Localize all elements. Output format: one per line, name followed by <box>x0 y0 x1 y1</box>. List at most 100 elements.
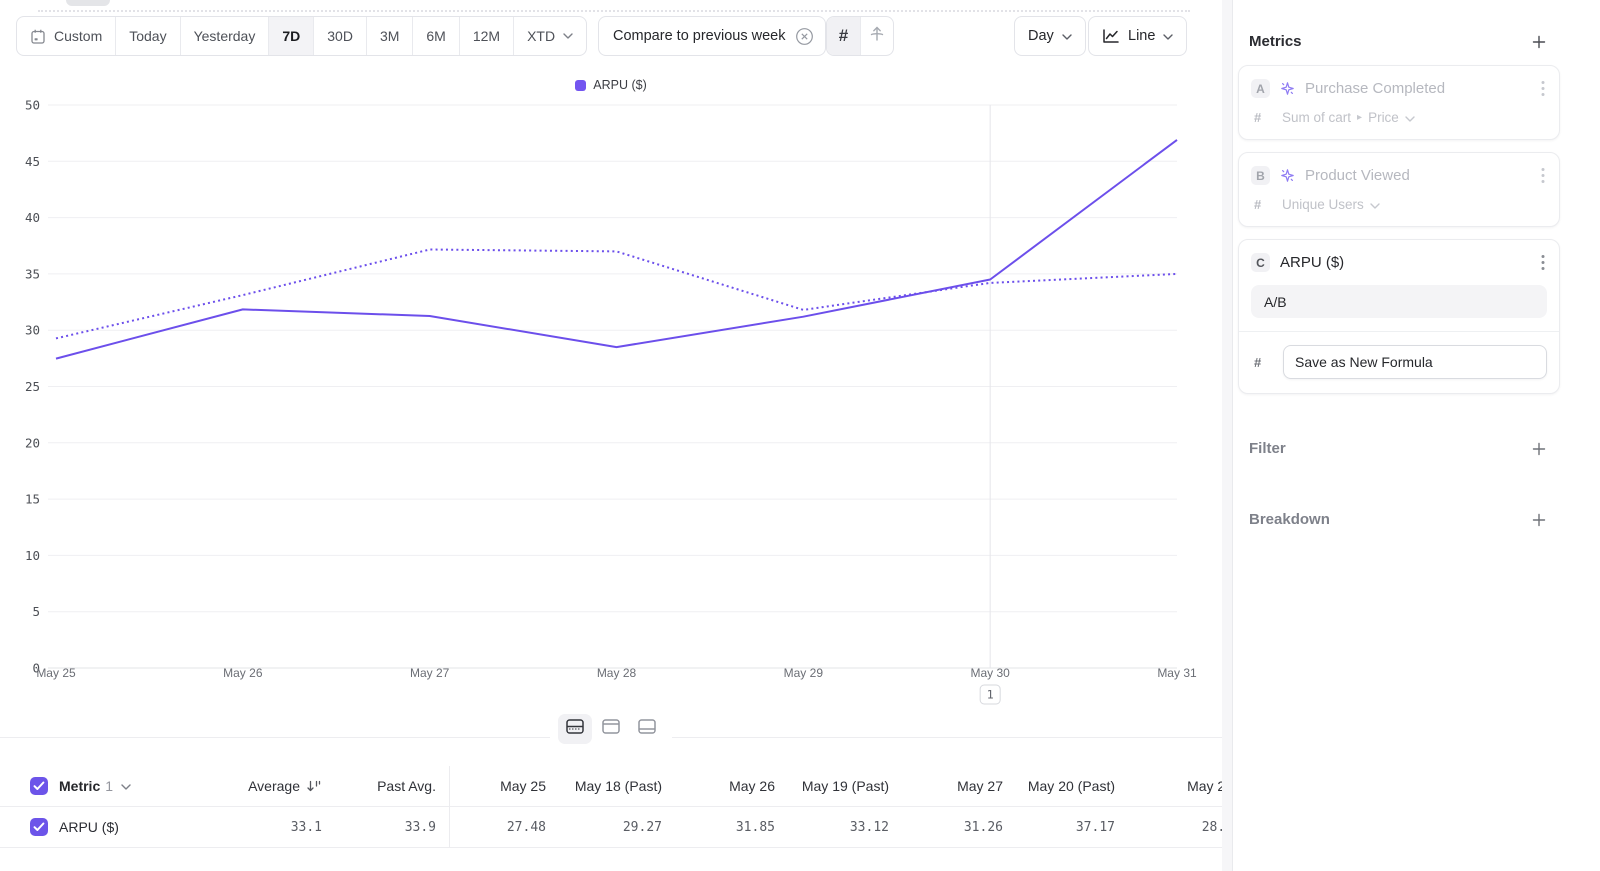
chart-view-button[interactable] <box>594 714 628 744</box>
select-all-checkbox[interactable] <box>30 777 48 795</box>
formula-input[interactable]: A/B <box>1251 285 1547 318</box>
breakdown-title: Breakdown <box>1249 511 1330 528</box>
column-header-past-avg[interactable]: Past Avg. <box>322 778 436 794</box>
y-axis-tick-label: 30 <box>25 323 40 338</box>
legend-label: ARPU ($) <box>593 78 647 92</box>
metric-options-kebab-icon[interactable] <box>1539 252 1547 273</box>
y-axis-tick-label: 5 <box>32 604 40 619</box>
split-view-button[interactable] <box>558 714 592 744</box>
measure-label: Unique Users <box>1282 197 1364 212</box>
gridlines-toggle-button[interactable]: # <box>827 17 860 55</box>
hash-icon: # <box>1254 354 1262 370</box>
series-line-previous-week[interactable] <box>55 248 1178 340</box>
add-breakdown-button[interactable] <box>1531 512 1547 528</box>
chart-view-icon <box>602 719 620 739</box>
annotation-marker-toggle-button[interactable] <box>860 17 893 55</box>
column-header-label: May 26 <box>729 778 775 794</box>
range-label: Today <box>129 28 167 44</box>
range-button-6m[interactable]: 6M <box>412 17 458 55</box>
save-as-new-formula-button[interactable]: Save as New Formula <box>1283 345 1547 379</box>
chart-panel: Custom Today Yesterday 7D 30D 3M 6M 12M XTD Comp… <box>0 0 1222 848</box>
chart-legend: ARPU ($) <box>0 78 1222 92</box>
table-value-cell: 27.48 <box>436 820 546 835</box>
table-value: 33.1 <box>290 819 322 835</box>
metric-card-a[interactable]: A Purchase Completed # Sum of cart ▸ Price <box>1238 65 1560 140</box>
range-label: Yesterday <box>193 28 256 44</box>
column-header-date[interactable]: May 26 <box>662 778 775 794</box>
line-chart-icon <box>1102 28 1120 44</box>
table-value-cell: 33.9 <box>322 820 436 835</box>
chevron-down-icon[interactable] <box>121 784 131 790</box>
column-header-date[interactable]: May 20 (Past) <box>1003 778 1115 794</box>
card-divider <box>1239 331 1559 332</box>
metric-options-kebab-icon[interactable] <box>1539 165 1547 186</box>
metric-options-kebab-icon[interactable] <box>1539 78 1547 99</box>
remove-compare-icon[interactable] <box>795 27 814 46</box>
table-view-button[interactable] <box>630 714 664 744</box>
column-header-date[interactable]: May 27 <box>889 778 1003 794</box>
x-axis-tick-label: May 26 <box>223 666 263 680</box>
x-axis-tick-label: May 30 <box>970 666 1010 680</box>
column-header-date[interactable]: May 18 (Past) <box>546 778 662 794</box>
annotation-badge[interactable]: 1 <box>979 684 1001 705</box>
series-line-current[interactable] <box>55 139 1178 360</box>
metric-card-c[interactable]: C ARPU ($) A/B # Save as New Formula <box>1238 239 1560 394</box>
range-button-12m[interactable]: 12M <box>458 17 513 55</box>
row-checkbox[interactable] <box>30 818 48 836</box>
add-metric-button[interactable] <box>1531 34 1547 50</box>
chevron-down-icon <box>1370 202 1380 209</box>
column-header-label: Past Avg. <box>377 778 436 794</box>
column-header-date[interactable]: May 28 <box>1115 778 1222 794</box>
column-header-average[interactable]: Average <box>230 778 322 794</box>
chart-type-dropdown[interactable]: Line <box>1088 16 1188 56</box>
table-value: 27.48 <box>506 819 546 835</box>
compare-chip[interactable]: Compare to previous week <box>598 16 827 56</box>
metric-measure-row: # Sum of cart ▸ Price <box>1251 110 1547 125</box>
range-button-7d[interactable]: 7D <box>268 17 314 55</box>
table-value: 33.9 <box>404 819 436 835</box>
granularity-dropdown[interactable]: Day <box>1014 16 1086 56</box>
table-value-cell: 31.26 <box>889 820 1003 835</box>
line-chart[interactable]: 0 5 10 15 20 25 30 35 40 45 50 May 25 May 26 May 27 Ma… <box>0 95 1222 715</box>
column-header-date[interactable]: May 25 <box>436 778 546 794</box>
measure-selector[interactable]: Unique Users <box>1282 197 1380 212</box>
y-axis-tick-label: 35 <box>25 266 40 281</box>
sort-icon[interactable] <box>306 779 322 793</box>
column-header-label: May 18 (Past) <box>574 778 662 794</box>
table-value-cell: 33.1 <box>230 820 322 835</box>
metric-card-b[interactable]: B Product Viewed # Unique Users <box>1238 152 1560 227</box>
range-button-xtd[interactable]: XTD <box>513 17 586 55</box>
chevron-down-icon <box>563 33 573 39</box>
range-button-3m[interactable]: 3M <box>365 17 412 55</box>
measure-selector[interactable]: Sum of cart ▸ Price <box>1282 110 1415 125</box>
config-sidebar: Metrics A Purchase Completed # Sum of cart ▸… <box>1232 0 1600 871</box>
chevron-down-icon <box>1163 34 1174 40</box>
table-row: ARPU ($) 33.1 33.9 27.48 29.27 31.85 33.12 31.… <box>0 807 1222 848</box>
table-value-cell: 37.17 <box>1003 820 1115 835</box>
breakdown-section-header: Breakdown <box>1238 511 1560 528</box>
y-axis-tick-label: 10 <box>25 548 40 563</box>
column-header-date[interactable]: May 19 (Past) <box>775 778 889 794</box>
range-button-custom[interactable]: Custom <box>17 17 115 55</box>
clipped-element-edge <box>66 0 110 6</box>
range-button-today[interactable]: Today <box>115 17 179 55</box>
column-header-label: May 27 <box>957 778 1003 794</box>
x-axis-tick-label: May 28 <box>597 666 637 680</box>
add-filter-button[interactable] <box>1531 441 1547 457</box>
range-label: 12M <box>472 28 501 44</box>
table-value: 33.12 <box>849 819 889 835</box>
table-view-icon <box>638 719 656 739</box>
metrics-section-header: Metrics <box>1238 33 1560 50</box>
chevron-down-icon <box>1405 115 1415 122</box>
metric-header-label: Metric <box>59 778 101 794</box>
range-label: 6M <box>426 28 446 44</box>
column-header-label: May 20 (Past) <box>1027 778 1115 794</box>
table-value-cell: 28.5 <box>1115 820 1222 835</box>
metric-title: ARPU ($) <box>1280 254 1345 271</box>
range-label: 7D <box>282 28 301 44</box>
range-button-yesterday[interactable]: Yesterday <box>179 17 269 55</box>
breadcrumb-arrow-icon: ▸ <box>1357 112 1363 123</box>
y-axis-tick-label: 20 <box>25 435 40 450</box>
table-value-cell: 31.85 <box>662 820 775 835</box>
range-button-30d[interactable]: 30D <box>313 17 366 55</box>
